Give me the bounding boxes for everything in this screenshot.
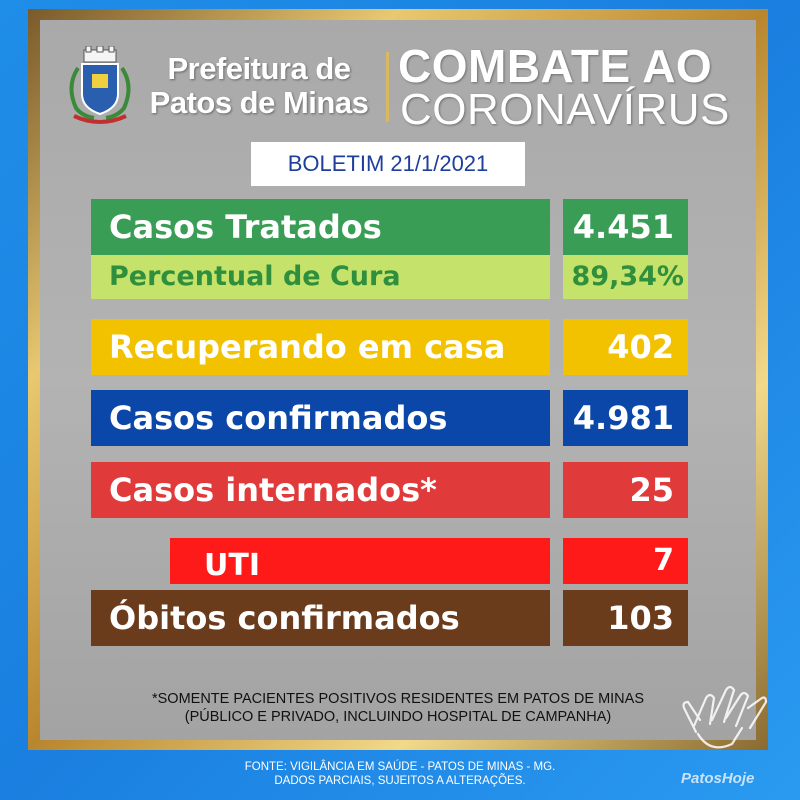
uti-value: 7 — [563, 538, 688, 584]
prefeitura-title: Prefeitura de Patos de Minas — [140, 52, 378, 120]
casos-confirmados-value: 4.981 — [563, 390, 688, 446]
combate-title: COMBATE AO — [398, 40, 713, 92]
obitos-confirmados-label: Óbitos confirmados — [91, 590, 550, 646]
footer-line1: FONTE: VIGILÂNCIA EM SAÚDE - PATOS DE MI… — [244, 761, 556, 773]
footer-line2: DADOS PARCIAIS, SUJEITOS A ALTERAÇÕES. — [274, 775, 526, 787]
footnote: *SOMENTE PACIENTES POSITIVOS RESIDENTES … — [60, 690, 736, 726]
washing-hands-icon — [682, 685, 768, 749]
boletim-date-badge: BOLETIM 21/1/2021 — [251, 142, 525, 186]
uti-label: UTI — [170, 538, 550, 584]
casos-internados-label: Casos internados* — [91, 462, 550, 518]
footnote-line2: (PÚBLICO E PRIVADO, INCLUINDO HOSPITAL D… — [184, 709, 612, 725]
recuperando-label: Recuperando em casa — [91, 319, 550, 375]
coronavirus-title: CORONAVÍRUS — [400, 85, 730, 134]
casos-internados-value: 25 — [563, 462, 688, 518]
patoshoje-watermark: PatosHoje — [681, 770, 755, 787]
prefeitura-line1: Prefeitura de — [167, 51, 351, 86]
casos-confirmados-label: Casos confirmados — [91, 390, 550, 446]
percentual-cura-label: Percentual de Cura — [91, 255, 550, 299]
header-divider — [386, 52, 389, 122]
prefeitura-line2: Patos de Minas — [149, 85, 369, 120]
source-footer: FONTE: VIGILÂNCIA EM SAÚDE - PATOS DE MI… — [160, 760, 640, 788]
casos-tratados-value: 4.451 — [563, 199, 688, 255]
footnote-line1: *SOMENTE PACIENTES POSITIVOS RESIDENTES … — [151, 691, 645, 707]
municipal-crest-icon — [69, 46, 131, 124]
percentual-cura-value: 89,34% — [563, 255, 688, 299]
obitos-confirmados-value: 103 — [563, 590, 688, 646]
casos-tratados-label: Casos Tratados — [91, 199, 550, 255]
recuperando-value: 402 — [563, 319, 688, 375]
